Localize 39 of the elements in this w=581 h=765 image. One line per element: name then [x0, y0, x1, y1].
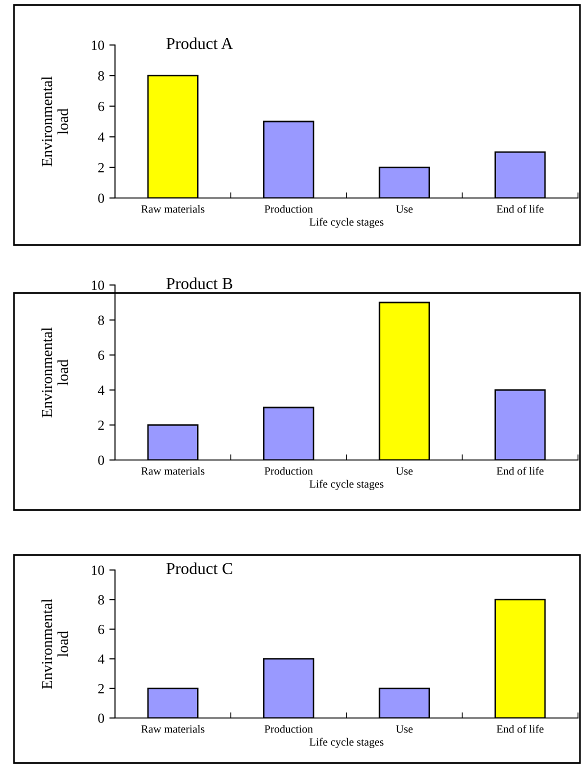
chart-title: Product A	[166, 37, 233, 50]
y-tick-label: 10	[92, 566, 104, 575]
y-tick-label: 4	[98, 386, 104, 395]
y-tick-label: 0	[98, 456, 104, 465]
y-tick-label: 6	[98, 350, 104, 360]
x-axis-title: Life cycle stages	[309, 480, 384, 490]
chart-title: Product C	[166, 562, 232, 574]
x-tick-label: Raw materials	[141, 204, 204, 213]
x-tick-label: End of life	[496, 466, 544, 475]
y-axis-title: Environmental load	[41, 76, 68, 166]
x-tick-label: Production	[264, 466, 313, 475]
y-tick-label: 4	[98, 132, 104, 142]
x-tick-label: Raw materials	[141, 466, 204, 475]
x-tick-label: End of life	[496, 724, 544, 733]
y-axis-title: Environmental load	[41, 598, 68, 689]
x-tick-label: Raw materials	[141, 724, 204, 733]
y-tick-label: 8	[98, 316, 104, 325]
x-tick-label: Use	[396, 725, 413, 733]
x-tick-label: Production	[264, 724, 313, 733]
x-axis-title: Life cycle stages	[309, 738, 384, 748]
y-tick-label: 10	[92, 280, 104, 290]
x-tick-label: Production	[264, 204, 313, 213]
y-tick-label: 0	[98, 194, 104, 203]
chart-title: Product B	[166, 277, 232, 290]
x-axis-title: Life cycle stages	[309, 218, 384, 228]
y-tick-label: 0	[98, 714, 104, 723]
y-tick-label: 4	[98, 654, 104, 664]
y-tick-label: 2	[98, 163, 104, 172]
x-tick-label: End of life	[496, 204, 544, 213]
y-axis-title: Environmental load	[41, 327, 68, 418]
y-tick-label: 8	[98, 71, 104, 81]
y-tick-label: 10	[92, 40, 104, 50]
y-tick-label: 2	[98, 420, 104, 430]
y-tick-label: 6	[98, 102, 104, 112]
y-tick-label: 6	[98, 624, 104, 634]
x-tick-label: Use	[396, 467, 413, 475]
y-tick-label: 2	[98, 684, 104, 694]
x-tick-label: Use	[396, 205, 413, 213]
y-tick-label: 8	[98, 595, 104, 605]
